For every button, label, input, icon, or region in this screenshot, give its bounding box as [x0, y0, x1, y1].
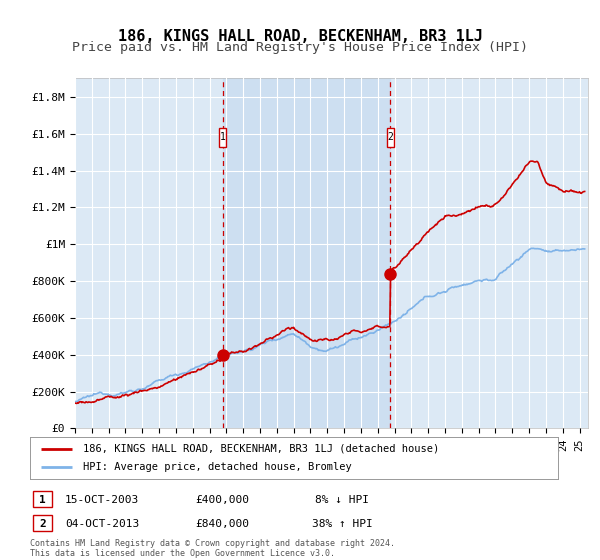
Text: Price paid vs. HM Land Registry's House Price Index (HPI): Price paid vs. HM Land Registry's House …	[72, 41, 528, 54]
Bar	[223, 78, 391, 428]
Text: 186, KINGS HALL ROAD, BECKENHAM, BR3 1LJ (detached house): 186, KINGS HALL ROAD, BECKENHAM, BR3 1LJ…	[83, 444, 439, 454]
Text: 15-OCT-2003: 15-OCT-2003	[65, 494, 139, 505]
Text: £400,000: £400,000	[195, 494, 249, 505]
Text: 2: 2	[39, 519, 46, 529]
Text: 8% ↓ HPI: 8% ↓ HPI	[315, 494, 369, 505]
FancyBboxPatch shape	[220, 128, 226, 147]
Text: 186, KINGS HALL ROAD, BECKENHAM, BR3 1LJ: 186, KINGS HALL ROAD, BECKENHAM, BR3 1LJ	[118, 29, 482, 44]
Text: This data is licensed under the Open Government Licence v3.0.: This data is licensed under the Open Gov…	[30, 549, 335, 558]
Text: 1: 1	[220, 132, 226, 142]
Text: 2: 2	[388, 132, 394, 142]
Text: Contains HM Land Registry data © Crown copyright and database right 2024.: Contains HM Land Registry data © Crown c…	[30, 539, 395, 548]
Text: £840,000: £840,000	[195, 519, 249, 529]
Text: 04-OCT-2013: 04-OCT-2013	[65, 519, 139, 529]
Text: HPI: Average price, detached house, Bromley: HPI: Average price, detached house, Brom…	[83, 462, 352, 472]
Text: 1: 1	[39, 494, 46, 505]
Text: 38% ↑ HPI: 38% ↑ HPI	[311, 519, 373, 529]
FancyBboxPatch shape	[387, 128, 394, 147]
